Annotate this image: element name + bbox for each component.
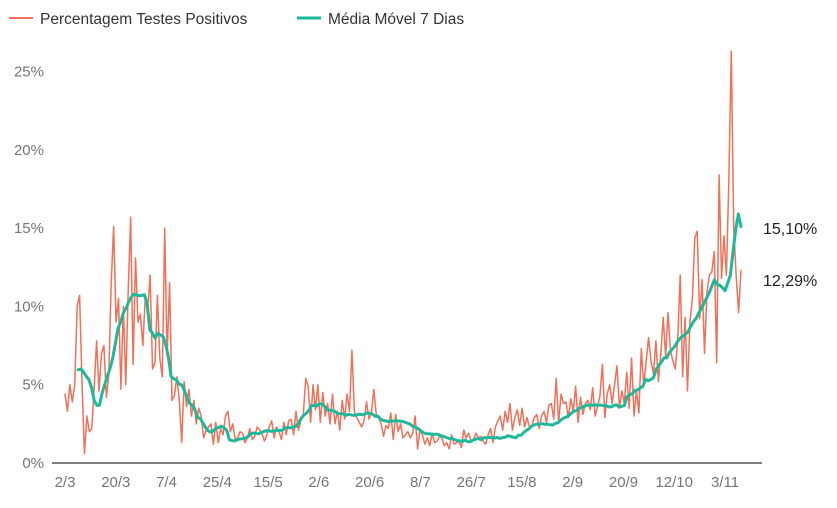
plot-series bbox=[64, 50, 743, 455]
x-tick-label: 2/3 bbox=[55, 474, 76, 491]
legend-label-positivity: Percentagem Testes Positivos bbox=[40, 11, 248, 28]
x-tick-label: 15/8 bbox=[507, 474, 536, 491]
x-tick-label: 8/7 bbox=[410, 474, 431, 491]
x-axis: 2/3 20/3 7/4 25/4 15/5 2/6 20/6 8/7 26/7 15/8 2/9 2… bbox=[52, 462, 762, 491]
legend-label-moving-average: Média Móvel 7 Dias bbox=[328, 11, 464, 28]
x-tick-label: 20/9 bbox=[609, 474, 638, 491]
y-axis: 0% 5% 10% 15% 20% 25% bbox=[14, 64, 44, 473]
legend: Percentagem Testes Positivos Média Móvel… bbox=[9, 11, 464, 28]
x-tick-label: 7/4 bbox=[156, 474, 177, 491]
series-line-positivity bbox=[64, 50, 742, 455]
x-tick-label: 12/10 bbox=[655, 474, 693, 491]
series-line-moving-average bbox=[76, 212, 743, 444]
x-tick-label: 26/7 bbox=[457, 474, 486, 491]
x-tick-label: 15/5 bbox=[253, 474, 282, 491]
end-label-moving-average: 15,10% bbox=[763, 221, 817, 238]
y-tick-label: 0% bbox=[22, 455, 44, 472]
y-tick-label: 20% bbox=[14, 142, 44, 159]
x-tick-label: 25/4 bbox=[203, 474, 232, 491]
x-tick-label: 3/11 bbox=[711, 474, 739, 491]
y-tick-label: 15% bbox=[14, 220, 44, 237]
x-tick-label: 20/6 bbox=[355, 474, 384, 491]
end-label-positivity: 12,29% bbox=[763, 273, 817, 290]
y-tick-label: 25% bbox=[14, 64, 44, 81]
end-labels: 15,10% 12,29% bbox=[763, 221, 817, 290]
y-tick-label: 5% bbox=[22, 377, 44, 394]
x-tick-label: 2/6 bbox=[308, 474, 329, 491]
x-tick-label: 2/9 bbox=[562, 474, 583, 491]
y-tick-label: 10% bbox=[14, 298, 44, 315]
x-tick-label: 20/3 bbox=[101, 474, 130, 491]
